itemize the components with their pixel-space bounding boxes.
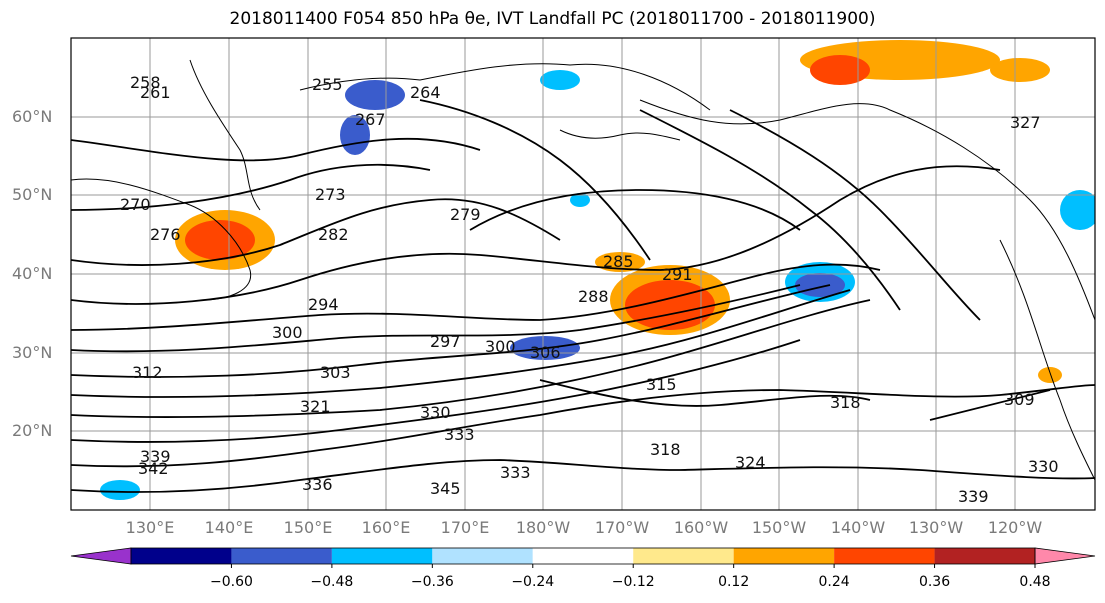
colorbar-tick-label: −0.24 bbox=[511, 574, 555, 590]
contour-label: 318 bbox=[830, 393, 861, 412]
contour-label: 279 bbox=[450, 205, 481, 224]
colorbar-tick-label: −0.60 bbox=[209, 574, 253, 590]
contour-label: 261 bbox=[140, 83, 171, 102]
lon-label: 150°W bbox=[751, 518, 807, 537]
colorbar-bin bbox=[934, 548, 1035, 564]
colorbar-tick-label: 0.36 bbox=[918, 574, 951, 590]
theta-e-contours bbox=[71, 99, 1095, 493]
lon-label: 130°W bbox=[908, 518, 964, 537]
contour-label: 315 bbox=[646, 375, 677, 394]
contour-label: 330 bbox=[1028, 457, 1059, 476]
contour-label: 339 bbox=[140, 447, 171, 466]
contour-label: 336 bbox=[302, 475, 333, 494]
contour-label: 264 bbox=[410, 83, 441, 102]
contour-label: 321 bbox=[300, 397, 331, 416]
colorbar-outline bbox=[130, 547, 1036, 565]
colorbar-tick-label: −0.12 bbox=[611, 574, 655, 590]
colorbar-bin bbox=[733, 548, 835, 564]
lat-label: 20°N bbox=[12, 421, 53, 440]
contour-label: 309 bbox=[1004, 390, 1035, 409]
anomaly-cool-patch bbox=[1060, 190, 1095, 230]
colorbar-bin bbox=[231, 548, 332, 564]
lon-label: 180°W bbox=[515, 518, 571, 537]
contour-label: 288 bbox=[578, 287, 609, 306]
anomaly-cool-patch bbox=[570, 193, 590, 207]
lat-label: 30°N bbox=[12, 343, 53, 362]
colorbar-tick-label: −0.36 bbox=[410, 574, 454, 590]
contour-label: 294 bbox=[308, 295, 339, 314]
lon-label: 160°W bbox=[673, 518, 729, 537]
lon-label: 130°E bbox=[125, 518, 175, 537]
figure-title: 2018011400 F054 850 hPa θe, IVT Landfall… bbox=[229, 9, 876, 29]
contour-label: 345 bbox=[430, 479, 461, 498]
anomaly-warm-patch bbox=[1038, 367, 1062, 383]
anomaly-cool-patch bbox=[100, 480, 140, 500]
contour-label: 327 bbox=[1010, 113, 1041, 132]
colorbar-extend-high bbox=[1034, 547, 1096, 565]
colorbar-bin bbox=[432, 548, 533, 564]
contour-label: 291 bbox=[662, 265, 693, 284]
contour-label: 270 bbox=[120, 195, 151, 214]
anomaly-warm-patch bbox=[990, 58, 1050, 82]
contour-label: 300 bbox=[272, 323, 303, 342]
lon-label: 170°E bbox=[440, 518, 490, 537]
contour-label: 324 bbox=[735, 453, 766, 472]
lon-label: 160°E bbox=[361, 518, 411, 537]
colorbar-tick-label: −0.48 bbox=[310, 574, 354, 590]
lat-label: 60°N bbox=[12, 107, 53, 126]
colorbar-bin bbox=[834, 548, 935, 564]
coastlines bbox=[71, 59, 1095, 481]
colorbar-tick-label: 0.48 bbox=[1019, 574, 1051, 590]
colorbar bbox=[70, 547, 1096, 568]
colorbar-tick-label: 0.24 bbox=[818, 574, 850, 590]
lat-label: 40°N bbox=[12, 264, 53, 283]
contour-label: 255 bbox=[312, 75, 343, 94]
lon-label: 140°E bbox=[204, 518, 254, 537]
contour-label: 330 bbox=[420, 403, 451, 422]
anomaly-cool-patch bbox=[345, 80, 405, 110]
colorbar-bin bbox=[131, 548, 232, 564]
contour-label: 342 bbox=[138, 459, 169, 478]
anomaly-cool-patch bbox=[540, 70, 580, 90]
colorbar-bin bbox=[331, 548, 433, 564]
contour-label: 267 bbox=[355, 110, 386, 129]
lon-label: 170°W bbox=[594, 518, 650, 537]
contour-label: 297 bbox=[430, 332, 461, 351]
contour-label: 276 bbox=[150, 225, 181, 244]
colorbar-tick-label: 0.12 bbox=[718, 574, 750, 590]
contour-label: 273 bbox=[315, 185, 346, 204]
contour-label: 300 bbox=[485, 337, 516, 356]
contour-label: 333 bbox=[500, 463, 531, 482]
colorbar-extend-low bbox=[70, 547, 132, 565]
map-frame bbox=[70, 37, 1096, 511]
lon-label: 140°W bbox=[830, 518, 886, 537]
lon-label: 120°W bbox=[987, 518, 1043, 537]
anomaly-warm-patch bbox=[810, 55, 870, 85]
lon-label: 150°E bbox=[283, 518, 333, 537]
contour-label: 303 bbox=[320, 363, 351, 382]
contour-label: 333 bbox=[444, 425, 475, 444]
contour-label: 282 bbox=[318, 225, 349, 244]
contour-labels: 258 261 255 264 267 270 273 276 279 282 … bbox=[120, 73, 1059, 506]
graticule bbox=[71, 38, 1095, 510]
contour-label: 258 bbox=[130, 73, 161, 92]
contour-label: 306 bbox=[530, 343, 561, 362]
lat-label: 50°N bbox=[12, 185, 53, 204]
contour-label: 339 bbox=[958, 487, 989, 506]
contour-label: 285 bbox=[603, 252, 634, 271]
anomaly-warm-patch bbox=[185, 220, 255, 260]
colorbar-bin bbox=[633, 548, 734, 564]
contour-label: 312 bbox=[132, 363, 163, 382]
contour-label: 318 bbox=[650, 440, 681, 459]
colorbar-bin bbox=[532, 548, 634, 564]
